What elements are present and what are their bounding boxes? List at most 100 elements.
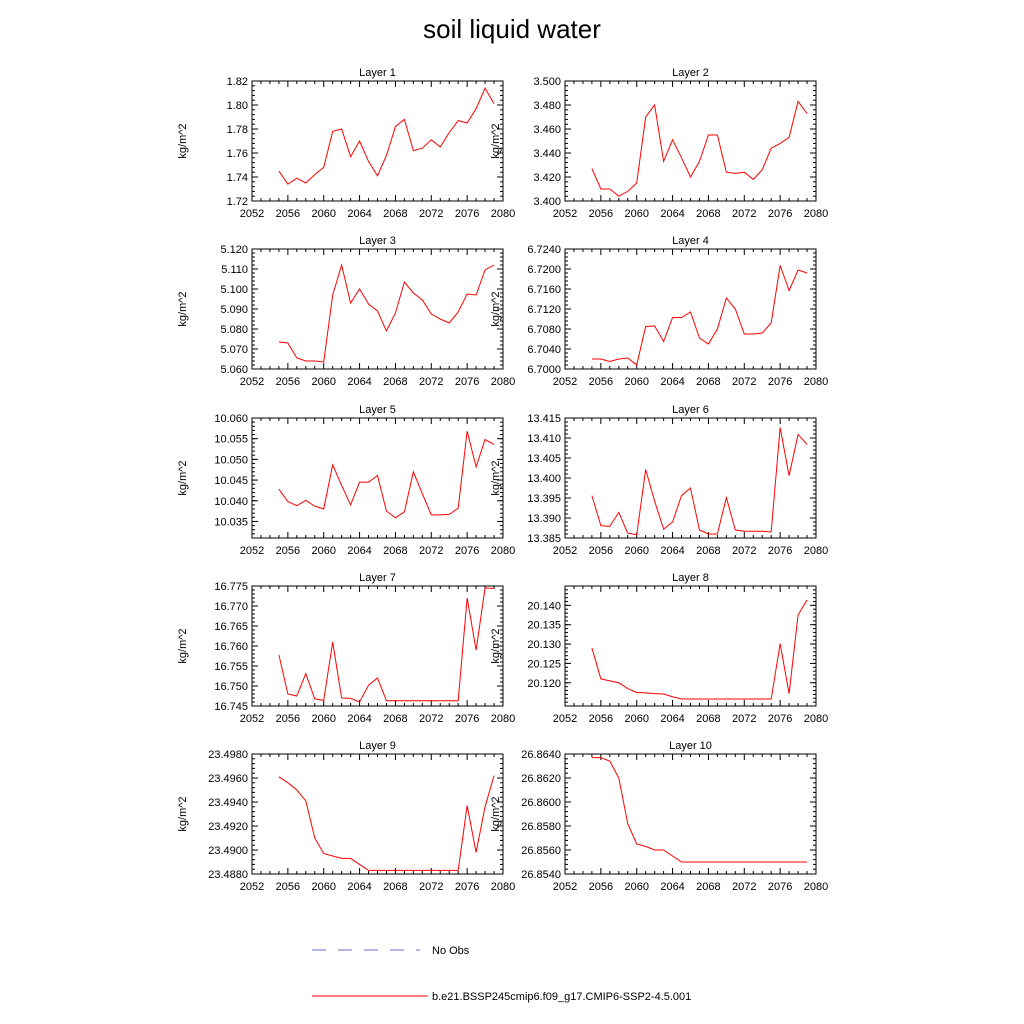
x-tick-label: 2068: [383, 545, 407, 557]
y-tick-label: 13.385: [527, 533, 561, 545]
x-tick-label: 2056: [589, 208, 613, 220]
panel-4: Layer 4 2052 2056 2060 2064 2068 2072 2076 2080 6…: [490, 235, 828, 388]
plot-frame: [251, 585, 504, 707]
x-tick-label: 2060: [624, 208, 648, 220]
panel-7: Layer 7 2052 2056 2060 2064 2068 2072 2076 2080 1…: [177, 572, 515, 725]
plot-frame: [564, 248, 817, 370]
panel-1: Layer 1 2052 2056 2060 2064 2068 2072 2076 2080 1…: [177, 67, 515, 220]
x-tick-label: 2072: [732, 545, 756, 557]
y-tick-label: 26.8640: [521, 749, 561, 761]
x-tick-label: 2060: [311, 713, 335, 725]
y-axis-label: kg/m^2: [490, 796, 502, 831]
x-tick-label: 2064: [347, 881, 371, 893]
series-line: [278, 87, 495, 185]
y-tick-label: 13.395: [527, 493, 561, 505]
series-line: [278, 263, 495, 363]
y-axis-label: kg/m^2: [177, 123, 189, 158]
x-tick-label: 2072: [419, 208, 443, 220]
y-tick-label: 16.770: [214, 601, 248, 613]
y-tick-label: 16.745: [214, 701, 248, 713]
plot-frame: [564, 585, 817, 707]
x-tick-label: 2060: [624, 881, 648, 893]
y-axis-label: kg/m^2: [490, 460, 502, 495]
x-tick-label: 2068: [696, 713, 720, 725]
x-tick-label: 2052: [553, 545, 577, 557]
x-tick-label: 2056: [276, 376, 300, 388]
series-line: [591, 427, 808, 536]
y-tick-label: 10.060: [214, 413, 248, 425]
panel-5: Layer 5 2052 2056 2060 2064 2068 2072 2076 2080 1…: [177, 404, 515, 557]
plot-frame: [564, 753, 817, 875]
y-tick-label: 1.82: [227, 76, 248, 88]
x-tick-label: 2052: [240, 208, 264, 220]
y-tick-label: 13.405: [527, 453, 561, 465]
y-axis-label: kg/m^2: [177, 796, 189, 831]
legend: No Obs b.e21.BSSP245cmip6.f09_g17.CMIP6-…: [312, 945, 691, 1003]
panel-2: Layer 2 2052 2056 2060 2064 2068 2072 2076 2080 3…: [490, 67, 828, 220]
y-tick-label: 6.7200: [527, 264, 561, 276]
x-tick-label: 2064: [660, 881, 684, 893]
x-tick-label: 2056: [589, 881, 613, 893]
y-axis-label: kg/m^2: [177, 628, 189, 663]
y-tick-label: 3.400: [533, 196, 561, 208]
y-axis-label: kg/m^2: [177, 291, 189, 326]
series-line: [278, 587, 495, 703]
x-tick-label: 2060: [624, 545, 648, 557]
y-tick-label: 5.070: [220, 344, 248, 356]
y-tick-label: 3.420: [533, 172, 561, 184]
x-tick-label: 2064: [660, 713, 684, 725]
panel-title: Layer 1: [359, 67, 396, 79]
y-tick-label: 1.72: [227, 196, 248, 208]
x-tick-label: 2072: [732, 208, 756, 220]
x-tick-label: 2068: [383, 376, 407, 388]
x-tick-label: 2080: [491, 208, 515, 220]
y-tick-label: 23.4880: [208, 869, 248, 881]
panel-8: Layer 8 2052 2056 2060 2064 2068 2072 2076 2080 2…: [490, 572, 828, 725]
x-tick-label: 2080: [804, 881, 828, 893]
y-tick-label: 1.78: [227, 124, 248, 136]
legend-obs-label: No Obs: [432, 945, 470, 957]
y-tick-label: 1.80: [227, 100, 248, 112]
x-tick-label: 2056: [589, 545, 613, 557]
y-tick-label: 20.120: [527, 678, 561, 690]
x-tick-label: 2076: [455, 208, 479, 220]
y-axis-label: kg/m^2: [177, 460, 189, 495]
panel-title: Layer 3: [359, 235, 396, 247]
y-tick-label: 26.8600: [521, 797, 561, 809]
y-tick-label: 23.4940: [208, 797, 248, 809]
x-tick-label: 2080: [804, 376, 828, 388]
series-line: [591, 599, 808, 700]
x-tick-label: 2068: [383, 208, 407, 220]
plot-frame: [564, 417, 817, 539]
panel-3: Layer 3 2052 2056 2060 2064 2068 2072 2076 2080 5…: [177, 235, 515, 388]
panels-group: Layer 1 2052 2056 2060 2064 2068 2072 2076 2080 1…: [177, 67, 828, 893]
y-tick-label: 26.8580: [521, 821, 561, 833]
x-tick-label: 2056: [276, 545, 300, 557]
x-tick-label: 2064: [660, 208, 684, 220]
x-tick-label: 2064: [660, 376, 684, 388]
x-tick-label: 2080: [804, 713, 828, 725]
series-line: [591, 757, 808, 863]
legend-model-label: b.e21.BSSP245cmip6.f09_g17.CMIP6-SSP2-4.…: [432, 991, 691, 1003]
x-tick-label: 2064: [660, 545, 684, 557]
y-tick-label: 10.035: [214, 516, 248, 528]
x-tick-label: 2052: [553, 376, 577, 388]
x-tick-label: 2080: [491, 713, 515, 725]
x-tick-label: 2080: [491, 376, 515, 388]
y-axis-label: kg/m^2: [490, 628, 502, 663]
x-tick-label: 2068: [696, 545, 720, 557]
x-tick-label: 2072: [419, 881, 443, 893]
y-tick-label: 3.460: [533, 124, 561, 136]
panel-9: Layer 9 2052 2056 2060 2064 2068 2072 2076 2080 2…: [177, 740, 515, 893]
series-line: [278, 431, 495, 519]
y-axis-label: kg/m^2: [490, 123, 502, 158]
y-axis-label: kg/m^2: [490, 291, 502, 326]
plot-frame: [564, 80, 817, 202]
panel-title: Layer 4: [672, 235, 709, 247]
y-tick-label: 13.390: [527, 513, 561, 525]
y-tick-label: 23.4900: [208, 845, 248, 857]
x-tick-label: 2076: [768, 208, 792, 220]
x-tick-label: 2060: [311, 881, 335, 893]
y-tick-label: 10.050: [214, 454, 248, 466]
